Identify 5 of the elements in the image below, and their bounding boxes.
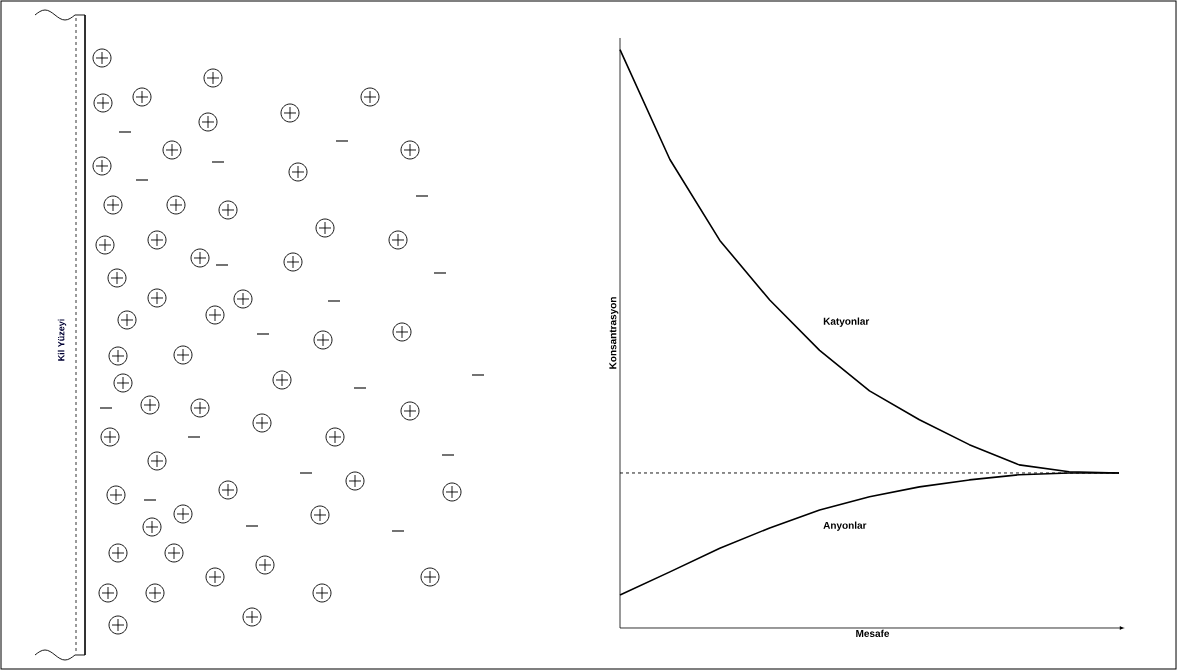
text: Kil Yüzeyi [57, 319, 67, 361]
y-axis-title: Konsantrasyon [609, 297, 619, 369]
x-axis-title: Mesafe [856, 629, 890, 638]
series-label: Anyonlar [823, 521, 867, 531]
series-label: Katyonlar [823, 317, 870, 327]
